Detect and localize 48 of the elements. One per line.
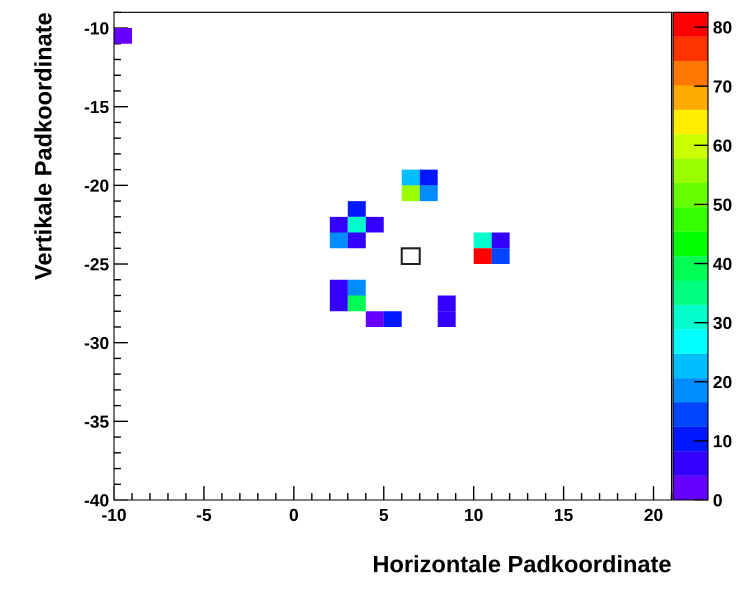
x-tick-label: 5 <box>379 508 388 522</box>
x-tick-label: 10 <box>465 508 483 522</box>
point <box>438 295 456 312</box>
point <box>492 248 510 264</box>
point <box>348 201 366 217</box>
y-tick-label: -25 <box>84 258 109 270</box>
x-tick-label: 20 <box>644 508 662 522</box>
point <box>438 311 456 327</box>
point <box>330 232 348 248</box>
point <box>384 311 402 327</box>
point <box>348 280 366 296</box>
point <box>114 28 132 44</box>
point <box>474 232 492 248</box>
color-bar-label: 70 <box>714 80 732 93</box>
color-bar-label: 10 <box>714 435 732 448</box>
point <box>366 216 384 233</box>
point <box>402 170 420 186</box>
x-tick-label: -5 <box>196 508 212 522</box>
y-tick-label: -10 <box>84 22 108 34</box>
y-tick-label: -20 <box>84 180 108 192</box>
point <box>420 170 438 186</box>
y-tick-label: -30 <box>84 336 108 350</box>
point <box>420 185 438 202</box>
point <box>348 295 366 312</box>
point <box>402 185 420 202</box>
point <box>330 295 348 312</box>
color-bar-label: 40 <box>713 258 732 270</box>
color-bar-label: 30 <box>713 316 732 330</box>
color-bar-label: 50 <box>713 198 732 211</box>
y-axis-title: Vertikale Padkoordinate <box>34 13 52 280</box>
x-tick-label: -10 <box>102 508 126 522</box>
x-axis-title: Horizontale Padkoordinate <box>374 555 671 572</box>
x-tick-label: 15 <box>555 508 573 522</box>
color-bar-label: 20 <box>713 376 732 388</box>
color-bar-label: 60 <box>713 139 732 152</box>
x-tick-label: 0 <box>290 508 298 522</box>
color-bar-label: 0 <box>714 494 722 506</box>
point <box>492 232 510 248</box>
y-tick-label: -40 <box>84 494 108 506</box>
point <box>348 216 366 233</box>
y-tick-label: -35 <box>84 416 109 428</box>
point <box>330 280 348 296</box>
point <box>348 232 366 248</box>
y-tick-label: -15 <box>84 101 109 114</box>
point <box>366 311 384 327</box>
point <box>474 248 492 264</box>
point <box>330 216 348 233</box>
color-bar-label: 80 <box>713 21 732 34</box>
